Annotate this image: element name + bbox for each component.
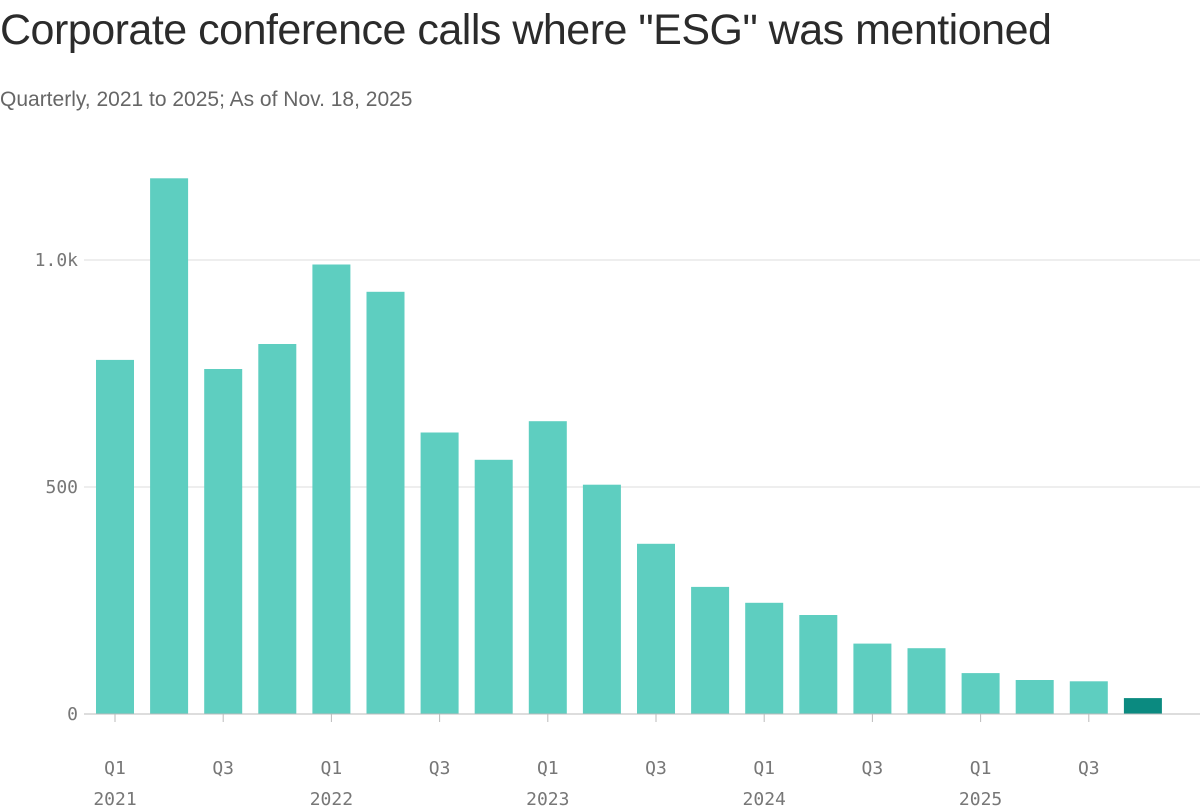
bar (799, 615, 838, 714)
x-tick-label-year: 2024 (743, 789, 786, 810)
bar (366, 291, 405, 714)
bar (96, 359, 134, 714)
chart-subtitle: Quarterly, 2021 to 2025; As of Nov. 18, … (0, 88, 413, 111)
bar (1015, 680, 1054, 714)
x-tick-label-year: 2021 (93, 789, 136, 810)
bar (528, 421, 567, 714)
bar (582, 484, 621, 714)
y-tick-label: 0 (67, 704, 78, 725)
bar (961, 673, 1000, 714)
gridlines (84, 259, 1200, 488)
bar (691, 586, 730, 714)
bar (420, 432, 459, 714)
bar (1069, 681, 1108, 714)
bar (312, 264, 351, 714)
x-axis: Q1 2021 Q3 Q1 2022 Q3 Q1 2023 Q3 Q1 2024 Q3 Q1 2025 Q3 (84, 713, 1200, 810)
x-tick-label-year: 2023 (526, 789, 569, 810)
x-tick-label-quarter: Q1 (753, 758, 775, 779)
x-tick-label-quarter: Q3 (1078, 758, 1100, 779)
bar (637, 543, 675, 715)
x-tick-label-year: 2025 (959, 789, 1002, 810)
bar (853, 643, 892, 714)
x-tick-label-quarter: Q3 (862, 758, 884, 779)
x-tick-label-year: 2022 (310, 789, 353, 810)
bar (907, 648, 946, 714)
chart-title: Corporate conference calls where "ESG" w… (0, 6, 1052, 54)
bar (150, 178, 189, 715)
x-tick-label-quarter: Q3 (212, 758, 234, 779)
bar (745, 602, 784, 714)
x-tick-label-quarter: Q1 (321, 758, 343, 779)
x-tick-label-quarter: Q3 (645, 758, 667, 779)
bar (258, 344, 297, 714)
y-tick-label: 500 (45, 477, 78, 498)
bar (1123, 698, 1162, 714)
x-tick-label-quarter: Q1 (970, 758, 992, 779)
bar (474, 459, 513, 714)
x-tick-label-quarter: Q1 (537, 758, 559, 779)
bar (204, 369, 243, 714)
y-axis-tick-labels: 0 500 1.0k (35, 250, 79, 725)
bars (96, 178, 1162, 715)
x-tick-label-quarter: Q1 (104, 758, 126, 779)
y-tick-label: 1.0k (35, 250, 79, 271)
x-tick-label-quarter: Q3 (429, 758, 451, 779)
